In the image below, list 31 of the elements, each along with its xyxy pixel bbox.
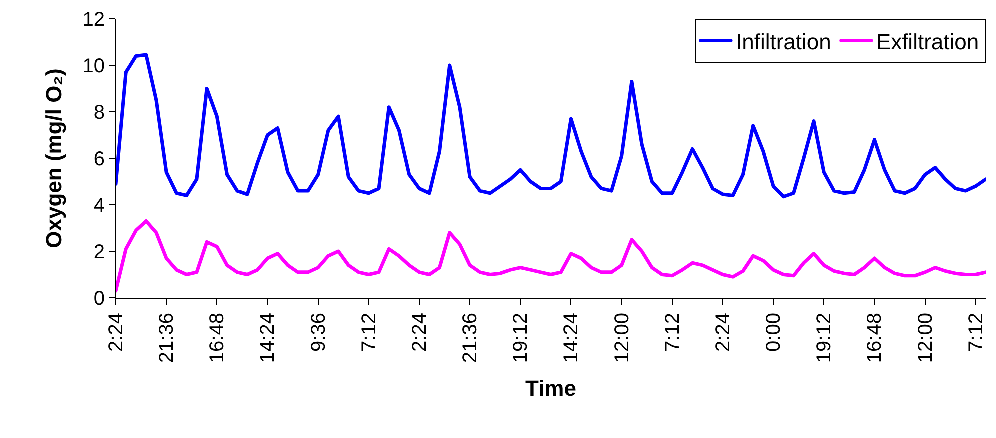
x-tick-label: 2:24	[712, 313, 734, 352]
y-tick-label: 12	[82, 9, 105, 31]
x-tick-label: 12:00	[914, 313, 937, 364]
legend-label: Exfiltration	[876, 29, 980, 54]
x-tick-label: 9:36	[308, 313, 330, 352]
x-tick-label: 19:12	[510, 313, 532, 364]
x-tick-label: 16:48	[206, 313, 229, 364]
x-tick-label: 12:00	[611, 313, 634, 364]
legend-label: Infiltration	[736, 29, 832, 54]
x-tick-label: 16:48	[864, 313, 886, 364]
x-tick-label: 7:12	[358, 313, 380, 352]
x-tick-label: 19:12	[814, 313, 836, 364]
y-tick-label: 6	[94, 148, 105, 170]
y-tick-label: 0	[94, 288, 105, 310]
y-tick-label: 8	[94, 102, 105, 124]
x-axis-title: Time	[526, 376, 576, 401]
x-tick-label: 7:12	[662, 313, 684, 352]
y-tick-label: 10	[82, 56, 105, 78]
x-tick-label: 7:12	[965, 313, 988, 352]
x-tick-label: 21:36	[156, 313, 178, 364]
x-tick-label: 14:24	[560, 313, 583, 364]
x-tick-label: 2:24	[408, 313, 431, 352]
y-axis-title: Oxygen (mg/l O₂)	[42, 68, 67, 248]
x-tick-label: 0:00	[763, 313, 786, 352]
y-tick-label: 2	[94, 242, 105, 264]
x-tick-label: 14:24	[257, 313, 280, 364]
x-tick-label: 2:24	[106, 313, 128, 352]
y-tick-label: 4	[94, 195, 105, 217]
x-tick-label: 21:36	[460, 313, 482, 364]
line-series	[116, 53, 986, 199]
line-series	[116, 220, 986, 293]
